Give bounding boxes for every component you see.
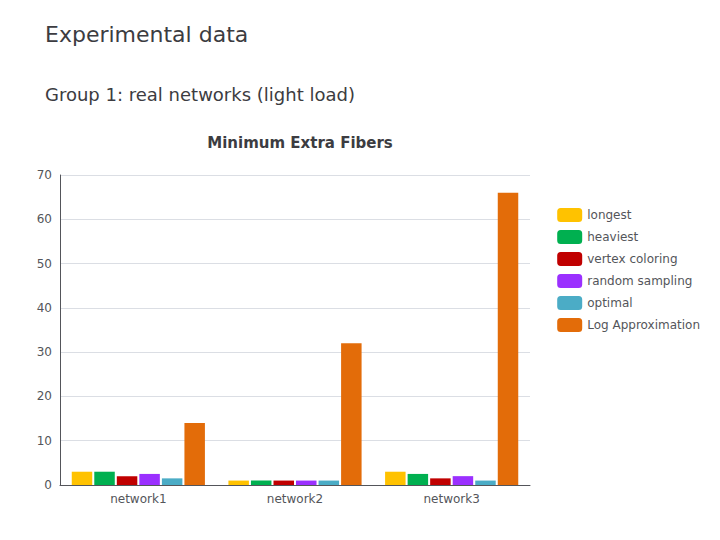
svg-text:Experimental data: Experimental data [45, 22, 248, 47]
svg-text:network2: network2 [267, 492, 323, 506]
svg-text:Log Approximation: Log Approximation [587, 318, 700, 332]
svg-text:network1: network1 [110, 492, 166, 506]
svg-text:30: 30 [37, 345, 52, 359]
svg-text:optimal: optimal [587, 296, 632, 310]
svg-text:random sampling: random sampling [587, 274, 692, 288]
svg-text:Group 1: real networks (light: Group 1: real networks (light load) [45, 84, 355, 105]
svg-text:network3: network3 [423, 492, 479, 506]
svg-text:heaviest: heaviest [587, 230, 638, 244]
svg-text:longest: longest [587, 208, 632, 222]
svg-text:70: 70 [37, 168, 52, 182]
svg-text:50: 50 [37, 257, 52, 271]
svg-text:60: 60 [37, 212, 52, 226]
svg-text:20: 20 [37, 389, 52, 403]
svg-text:40: 40 [37, 301, 52, 315]
svg-text:Minimum Extra Fibers: Minimum Extra Fibers [207, 134, 393, 152]
svg-text:0: 0 [44, 478, 52, 492]
svg-text:10: 10 [37, 434, 52, 448]
svg-text:vertex coloring: vertex coloring [587, 252, 677, 266]
